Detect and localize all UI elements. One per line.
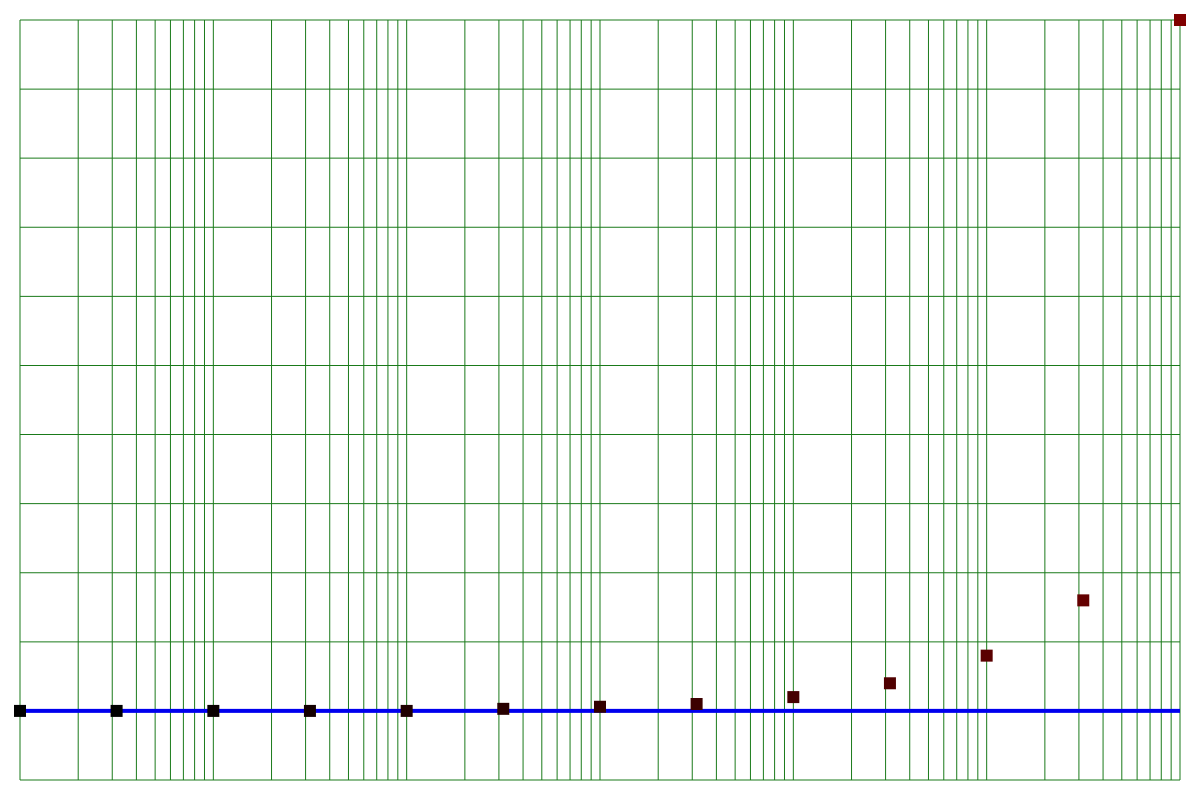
- data-point: [594, 700, 606, 713]
- data-point: [110, 704, 123, 717]
- data-point: [14, 704, 26, 717]
- data-point: [980, 649, 993, 662]
- data-point: [207, 704, 220, 717]
- data-point: [690, 698, 703, 710]
- data-point: [883, 677, 896, 690]
- data-point: [787, 691, 800, 704]
- data-point: [1077, 594, 1090, 607]
- data-point: [303, 704, 316, 717]
- data-markers: [14, 14, 1186, 717]
- grid: [19, 19, 1181, 781]
- data-point: [497, 702, 510, 715]
- data-point: [400, 704, 413, 717]
- data-point: [1174, 14, 1186, 26]
